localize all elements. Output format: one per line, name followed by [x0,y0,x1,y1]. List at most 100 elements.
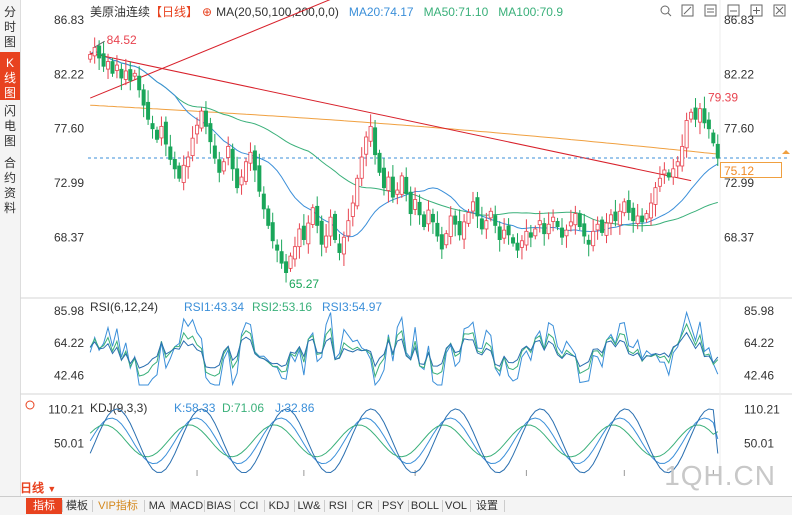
tab-separator [264,500,265,512]
candle-body [137,75,142,91]
kdj-y-tick-left: 110.21 [48,402,84,416]
tab-rsi[interactable]: RSI [328,500,348,512]
candle-body [315,205,320,226]
candle-body [702,108,707,124]
tab-indicator[interactable]: 指标 [26,498,62,514]
candle-body [163,121,168,145]
rsi-y-tick-left: 64.22 [54,336,84,350]
candle-body [190,137,195,157]
candle-body [417,201,422,216]
candle-body [475,197,480,217]
candle-body [390,176,395,198]
candle-body [644,213,649,220]
candle-body [684,120,689,149]
rsi-y-tick-right: 64.22 [744,336,774,350]
tab-vol[interactable]: VOL [444,500,467,512]
candle-body [243,161,248,182]
candle-body [515,242,520,251]
watermark: 1QH.CN [664,460,776,491]
candle-body [128,69,133,81]
candle-body [497,226,502,240]
candle-body [711,132,716,144]
candle-body [132,72,137,77]
candle-body [341,236,346,255]
candle-body [195,124,200,135]
tab-vip-indicator[interactable]: VIP指标 [98,500,138,512]
candle-body [212,145,217,159]
tab-separator [504,500,505,512]
candle-body [355,177,360,207]
candle-body [119,68,124,79]
candle-body [257,165,262,192]
tab-flash[interactable]: 闪电图 [0,104,20,152]
tab-ma[interactable]: MA [148,500,166,512]
candle-body [301,225,306,240]
candle-body [662,169,667,175]
period-selector-label: 日线 [20,481,45,495]
tab-kline[interactable]: K线图 [0,52,20,100]
candle-body [568,221,573,227]
candle-body [261,193,266,210]
tab-timeshare[interactable]: 分时图 [0,5,20,49]
candle-body [297,228,302,248]
tab-lw[interactable]: LW& [297,500,321,512]
candle-body [328,216,333,237]
candle-body [266,208,271,226]
candle-body [386,176,391,191]
settings-icon[interactable]: ⊕ [202,5,213,19]
candle-body [395,189,400,195]
y-tick-label-left: 82.22 [54,67,84,81]
candle-body [493,215,498,226]
search-icon[interactable] [660,5,672,17]
candle-body [333,213,338,240]
candle-body [270,222,275,242]
candle-body [448,215,453,237]
tab-template[interactable]: 模板 [66,500,88,512]
price-marker-icon [782,149,790,154]
tab-macd[interactable]: MACD [170,500,204,512]
rsi-line-3 [89,331,719,369]
candle-body [88,54,93,60]
candle-body [248,151,253,164]
candle-body [288,255,293,269]
candle-body [324,235,329,248]
high-annotation: 84.52 [107,33,137,47]
list-icon[interactable] [704,4,717,17]
candle-body [235,168,240,189]
current-price-label: 75.12 [720,162,782,178]
ma50-value: MA50:71.10 [423,5,489,19]
chart-canvas[interactable]: 86.83 86.83 82.22 82.22 77.60 77.60 72.99 72.99… [20,0,792,480]
add-icon[interactable] [750,4,763,17]
candle-body [413,199,418,210]
tab-boll[interactable]: BOLL [410,500,440,512]
tab-cci[interactable]: CCI [239,500,259,512]
tab-cr[interactable]: CR [357,500,373,512]
tab-separator [324,500,325,512]
tab-psy[interactable]: PSY [381,500,404,512]
period-selector[interactable]: 日线 ▼ [20,481,90,495]
candle-body [306,222,311,245]
candle-body [457,221,462,236]
candle-body [649,202,654,219]
tab-separator [470,500,471,512]
kdj-y-tick-right: 110.21 [744,402,780,416]
candle-body [221,161,226,172]
candle-body [106,61,111,70]
tab-contract-info[interactable]: 合约资料 [0,156,20,216]
tab-separator [204,500,205,512]
candle-body [101,53,106,67]
candle-body [292,246,297,260]
candle-body [466,212,471,224]
tab-设置[interactable]: 设置 [476,500,498,512]
expand-icon[interactable] [681,4,694,17]
candle-body [706,119,711,130]
tab-separator [442,500,443,512]
candle-body [435,222,440,237]
kdj-y-tick-right: 50.01 [744,437,774,451]
kdj-title: KDJ(9,3,3) [90,401,147,415]
close-icon[interactable] [773,4,786,17]
tab-kdj[interactable]: KDJ [268,500,290,512]
minimize-icon[interactable] [727,4,740,17]
candle-body [123,70,128,80]
tab-bias[interactable]: BIAS [206,500,232,512]
